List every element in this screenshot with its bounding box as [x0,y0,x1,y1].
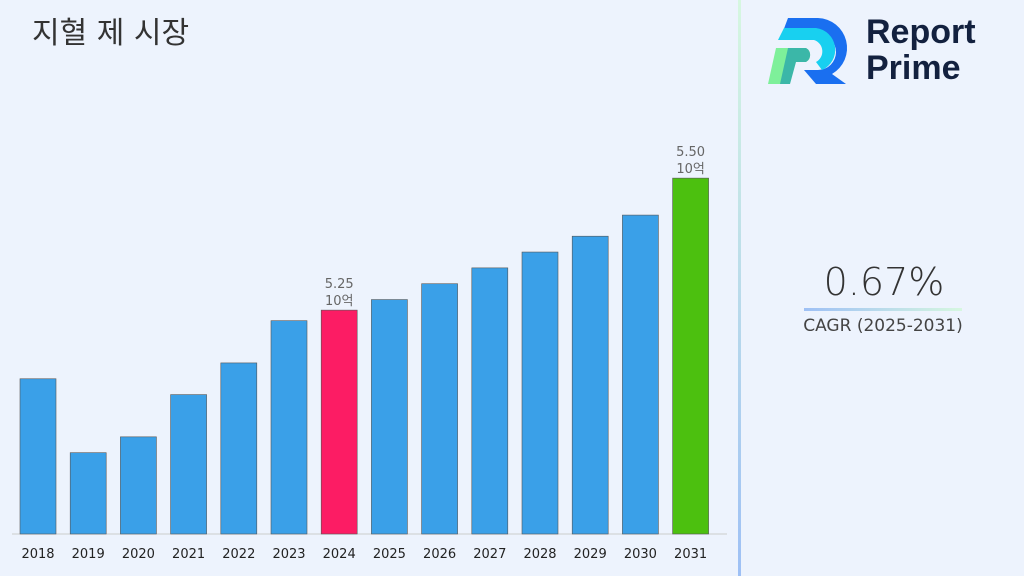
x-tick-label: 2029 [574,547,607,562]
x-tick-label: 2022 [222,547,255,562]
bar-2021 [170,394,207,535]
data-label-unit: 10억 [676,162,705,177]
bar-2025 [371,299,408,535]
x-tick-label: 2023 [272,547,305,562]
data-label-value: 5.25 [325,277,354,292]
x-tick-label: 2027 [473,547,506,562]
x-tick-label: 2018 [21,547,54,562]
x-tick-label: 2028 [523,547,556,562]
x-tick-label: 2019 [72,547,105,562]
bar-2019 [69,452,107,535]
bar-2031 [672,177,709,535]
x-tick-label: 2031 [674,547,707,562]
x-tick-label: 2021 [172,547,205,562]
divider [738,0,741,576]
cagr-label: CAGR (2025-2031) [803,316,963,336]
bar-2030 [622,214,659,535]
bar-2027 [471,267,509,535]
cagr-underline [804,308,962,311]
x-tick-label: 2026 [423,547,456,562]
logo-text-line2: Prime [866,49,961,87]
cagr-value: 0.67% [823,260,945,304]
report-prime-logo: Report Prime [766,14,976,86]
bar-2023 [270,320,308,535]
x-tick-label: 2025 [373,547,406,562]
bar-2018 [19,378,57,535]
data-label-value: 5.50 [676,145,705,160]
bar-2022 [220,362,258,535]
bar-2028 [521,251,559,535]
x-tick-label: 2024 [323,547,356,562]
bar-2024 [320,309,358,535]
logo-mark-icon [768,18,848,84]
x-tick-label: 2020 [122,547,155,562]
bar-2020 [120,436,157,535]
chart-title: 지혈 제 시장 [32,16,190,51]
logo-text-line1: Report [866,13,976,51]
bar-2026 [421,283,458,535]
bar-chart: 2018 2019 2020 2021 2022 2023 2024 5.25 10억 2025 2… [12,145,727,562]
x-tick-label: 2030 [624,547,657,562]
data-label-unit: 10억 [325,294,354,309]
bar-2029 [571,235,609,535]
